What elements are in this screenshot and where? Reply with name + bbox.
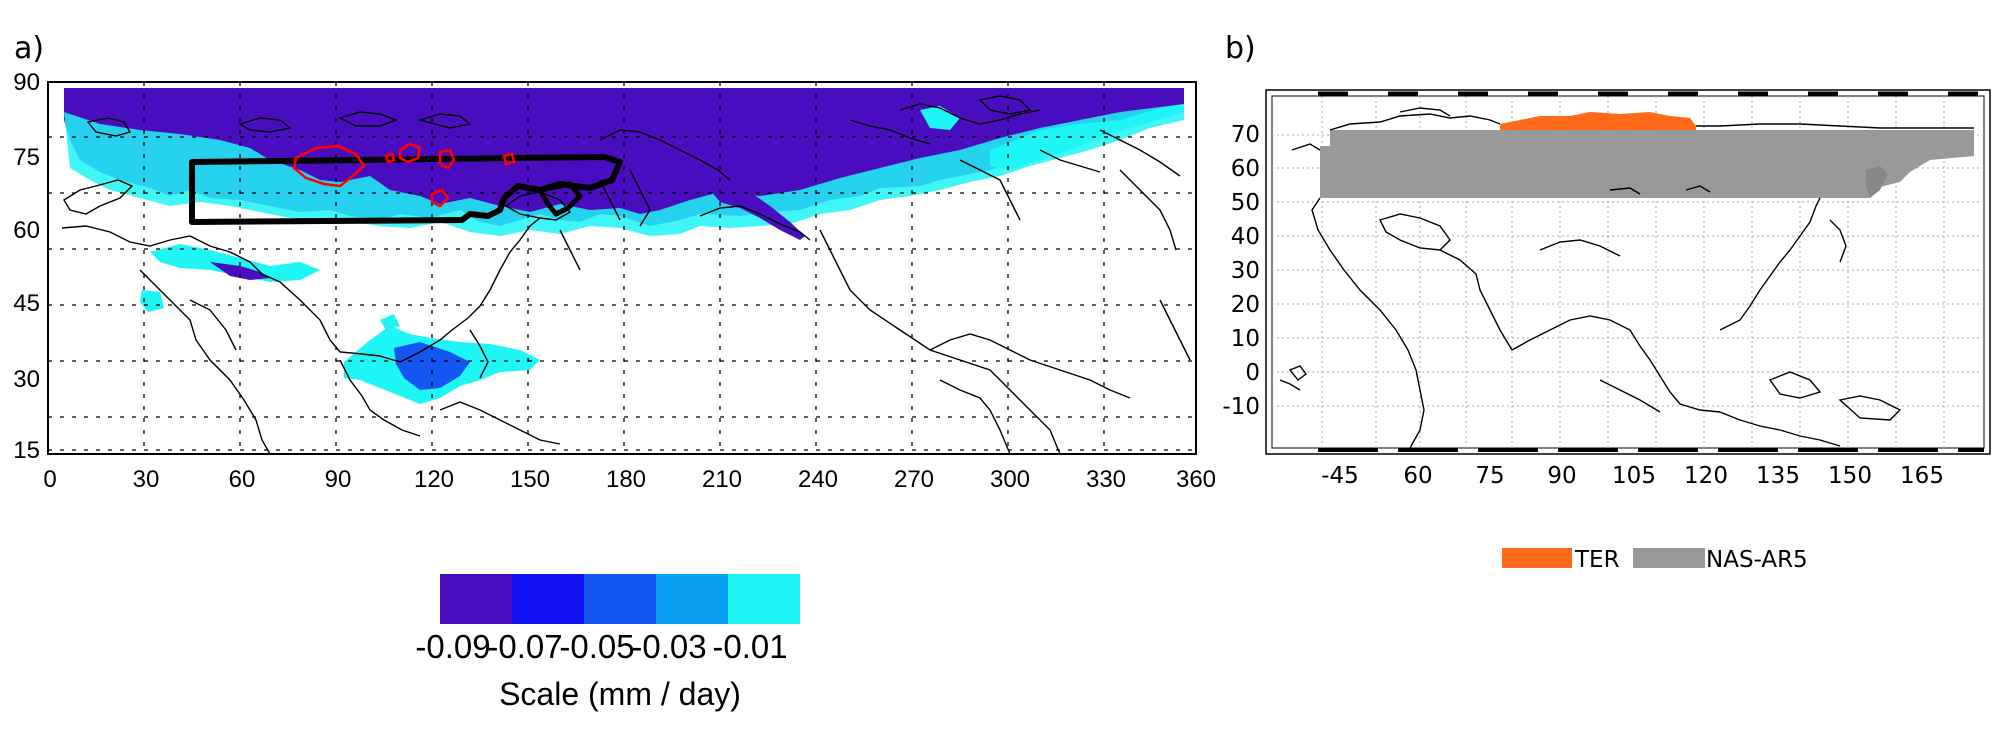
x-tick: 360 bbox=[1176, 466, 1216, 493]
x-tick: 30 bbox=[133, 466, 160, 493]
colorbar-tick: -0.09 bbox=[415, 628, 490, 665]
y-tick: 45 bbox=[13, 290, 40, 317]
panel-a-region-outline-east bbox=[537, 181, 583, 217]
panel-b-region-nas-ar5-kamchatka bbox=[1866, 166, 1888, 198]
y-tick: 90 bbox=[13, 69, 40, 96]
x-tick: 0 bbox=[43, 466, 56, 493]
y-tick: 70 bbox=[1231, 122, 1260, 148]
colorbar-swatch bbox=[440, 574, 512, 624]
panel-b-region-ter bbox=[1500, 112, 1696, 130]
precip-region-southeast-asia-core bbox=[394, 342, 470, 390]
x-tick: 150 bbox=[510, 466, 550, 493]
precip-region-bay-of-bengal bbox=[380, 314, 400, 330]
y-tick: 60 bbox=[1231, 156, 1260, 182]
panel-a-colorbar: -0.09 -0.07 -0.05 -0.03 -0.01 Scale (mm … bbox=[415, 574, 800, 712]
x-tick: 135 bbox=[1756, 463, 1800, 489]
legend-label-nas-ar5: NAS-AR5 bbox=[1706, 547, 1808, 573]
x-tick: 330 bbox=[1086, 466, 1126, 493]
y-tick: 30 bbox=[1231, 258, 1260, 284]
y-tick: 50 bbox=[1231, 190, 1260, 216]
x-tick: 165 bbox=[1900, 463, 1944, 489]
y-tick: 40 bbox=[1231, 224, 1260, 250]
legend-swatch-nas-ar5 bbox=[1633, 548, 1705, 568]
y-tick: 10 bbox=[1231, 326, 1260, 352]
x-tick: 270 bbox=[894, 466, 934, 493]
precip-region-arctic-edge bbox=[64, 104, 1184, 236]
panel-a-label: a) bbox=[14, 31, 44, 66]
x-tick: 90 bbox=[325, 466, 352, 493]
colorbar-tick: -0.01 bbox=[712, 628, 787, 665]
panel-a-map-border bbox=[47, 81, 1197, 455]
colorbar-tick: -0.03 bbox=[631, 628, 706, 665]
panel-b-y-axis: 70 60 50 40 30 20 10 0 -10 bbox=[1222, 122, 1260, 420]
colorbar-tick: -0.07 bbox=[487, 628, 562, 665]
x-tick: 75 bbox=[1475, 463, 1504, 489]
y-tick: 20 bbox=[1231, 292, 1260, 318]
x-tick-value: 45 bbox=[1330, 463, 1359, 489]
x-tick: 60 bbox=[229, 466, 256, 493]
x-tick: 120 bbox=[1684, 463, 1728, 489]
x-tick: -45 bbox=[1321, 463, 1359, 489]
x-tick: 60 bbox=[1403, 463, 1432, 489]
y-tick: 75 bbox=[13, 144, 40, 171]
panel-b-legend: TER NAS-AR5 bbox=[1502, 547, 1808, 573]
legend-label-ter: TER bbox=[1574, 547, 1620, 573]
panel-b-label: b) bbox=[1225, 31, 1256, 66]
precip-region-south-asia-west bbox=[140, 290, 164, 312]
precip-region-greenland bbox=[920, 106, 960, 130]
x-tick: 180 bbox=[606, 466, 646, 493]
panel-b-x-axis: -45 60 75 90 105 120 135 150 165 bbox=[1321, 463, 1944, 489]
x-tick: 105 bbox=[1612, 463, 1656, 489]
y-tick: 0 bbox=[1245, 360, 1260, 386]
colorbar-swatch bbox=[584, 574, 656, 624]
legend-swatch-ter bbox=[1502, 548, 1572, 568]
precip-region-central-asia-core bbox=[210, 262, 270, 280]
panel-a-region-outline bbox=[189, 154, 623, 225]
colorbar-title: Scale (mm / day) bbox=[499, 676, 741, 712]
x-tick: 150 bbox=[1828, 463, 1872, 489]
panel-a: a) bbox=[13, 31, 1216, 712]
y-tick: 30 bbox=[13, 366, 40, 393]
colorbar-swatch bbox=[512, 574, 584, 624]
colorbar-swatch bbox=[728, 574, 800, 624]
x-tick: 210 bbox=[702, 466, 742, 493]
x-tick: 300 bbox=[990, 466, 1030, 493]
panel-b: b) bbox=[1222, 31, 1991, 573]
panel-b-region-nas-ar5 bbox=[1320, 130, 1974, 198]
y-tick: -10 bbox=[1222, 394, 1260, 420]
precip-region-central-asia bbox=[150, 244, 320, 282]
panel-a-red-contours bbox=[292, 142, 516, 208]
panel-a-x-axis: 0 30 60 90 120 150 180 210 240 270 300 3… bbox=[43, 466, 1216, 493]
x-tick: 240 bbox=[798, 466, 838, 493]
precip-region-north-america bbox=[990, 104, 1184, 170]
x-tick: 120 bbox=[414, 466, 454, 493]
panel-b-coastlines bbox=[1279, 107, 1974, 449]
colorbar-swatch bbox=[656, 574, 728, 624]
x-tick: 90 bbox=[1547, 463, 1576, 489]
y-tick: 15 bbox=[13, 437, 40, 464]
y-tick: 60 bbox=[13, 217, 40, 244]
panel-a-y-axis: 90 75 60 45 30 15 bbox=[13, 69, 40, 464]
panel-a-gridlines bbox=[48, 82, 1196, 454]
colorbar-tick: -0.05 bbox=[559, 628, 634, 665]
panel-a-coastlines bbox=[61, 95, 1191, 455]
